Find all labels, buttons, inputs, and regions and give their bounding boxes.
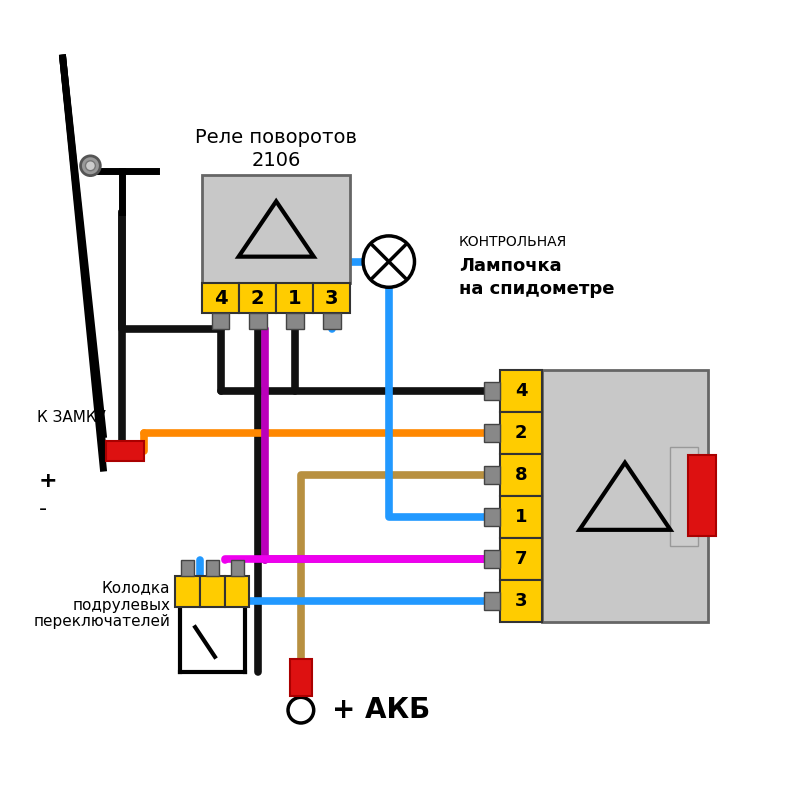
Text: 2: 2 xyxy=(251,289,265,308)
Bar xyxy=(501,580,542,623)
Text: 4: 4 xyxy=(515,382,528,400)
Bar xyxy=(175,575,200,608)
Text: 2: 2 xyxy=(515,424,528,442)
Bar xyxy=(670,447,698,546)
Bar xyxy=(484,425,501,442)
Text: -: - xyxy=(39,498,47,519)
Bar xyxy=(542,371,708,623)
Text: 1: 1 xyxy=(288,289,301,308)
Bar xyxy=(484,550,501,568)
Bar xyxy=(290,659,312,696)
Bar xyxy=(501,412,542,455)
Bar xyxy=(484,382,501,400)
Bar xyxy=(106,441,144,461)
Text: переключателей: переключателей xyxy=(34,615,170,630)
Bar xyxy=(688,455,716,536)
Bar xyxy=(501,539,542,580)
Bar xyxy=(501,371,542,412)
Text: 4: 4 xyxy=(214,289,228,308)
Bar xyxy=(484,509,501,526)
Text: + АКБ: + АКБ xyxy=(333,696,431,724)
Bar xyxy=(249,313,267,329)
Text: Колодка: Колодка xyxy=(102,581,170,596)
Bar xyxy=(286,313,304,329)
Bar xyxy=(225,575,250,608)
Bar xyxy=(276,283,313,313)
Text: Лампочка: Лампочка xyxy=(459,257,561,275)
Bar xyxy=(501,455,542,496)
Text: 3: 3 xyxy=(515,592,528,610)
Text: 8: 8 xyxy=(515,466,528,484)
Bar xyxy=(206,560,219,575)
Bar xyxy=(484,466,501,484)
Bar xyxy=(200,575,225,608)
Circle shape xyxy=(86,161,95,170)
Text: К ЗАМКУ: К ЗАМКУ xyxy=(37,411,106,425)
Bar xyxy=(212,313,229,329)
Bar xyxy=(484,593,501,610)
Bar xyxy=(202,174,350,283)
Text: на спидометре: на спидометре xyxy=(459,280,615,298)
Bar xyxy=(181,560,194,575)
Bar xyxy=(202,283,239,313)
Text: 2106: 2106 xyxy=(251,152,301,170)
Bar xyxy=(501,496,542,539)
Text: 1: 1 xyxy=(515,508,528,526)
Text: +: + xyxy=(39,471,57,491)
Text: 7: 7 xyxy=(515,550,528,568)
Bar xyxy=(231,560,243,575)
Text: 3: 3 xyxy=(325,289,338,308)
Text: Реле поворотов: Реле поворотов xyxy=(195,128,357,147)
Bar xyxy=(323,313,341,329)
Bar xyxy=(239,283,276,313)
Text: КОНТРОЛЬНАЯ: КОНТРОЛЬНАЯ xyxy=(459,235,568,249)
Circle shape xyxy=(81,156,100,176)
Bar xyxy=(313,283,350,313)
Circle shape xyxy=(363,236,414,287)
Circle shape xyxy=(288,697,314,723)
Text: подрулевых: подрулевых xyxy=(72,597,170,612)
